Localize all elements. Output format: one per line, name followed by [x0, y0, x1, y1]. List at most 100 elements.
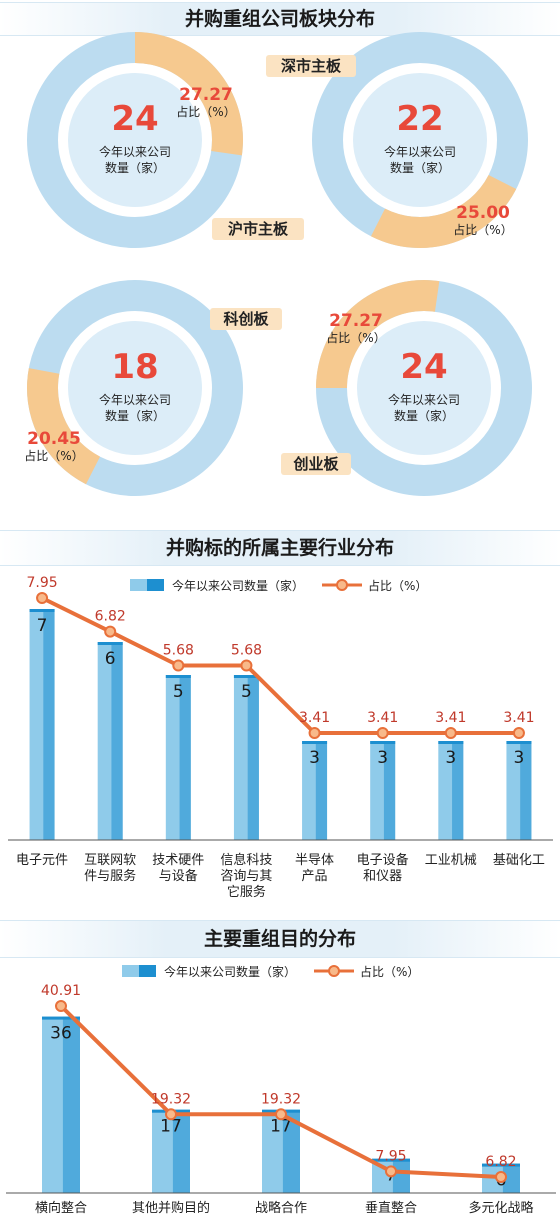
section-title-boards: 并购重组公司板块分布 — [0, 2, 560, 36]
chart-legend: 今年以来公司数量（家） 占比（%） — [130, 578, 427, 593]
line-value-label: 3.41 — [299, 710, 330, 726]
line-value-label: 5.68 — [231, 643, 262, 659]
donut-share-arc — [370, 174, 517, 249]
board-name: 沪市主板 — [228, 220, 289, 238]
line-value-label: 7.95 — [375, 1148, 406, 1164]
bar-shade — [62, 1016, 80, 1193]
bar-value-label: 36 — [50, 1024, 72, 1044]
bar-group: 3 — [506, 741, 532, 840]
bar-shade — [172, 1109, 190, 1193]
bar-cap — [29, 609, 55, 612]
board-name: 深市主板 — [281, 57, 342, 75]
donut-center — [68, 73, 202, 207]
donut-center — [357, 321, 491, 455]
board-share: 25.00 — [456, 203, 510, 223]
line-point — [512, 727, 525, 739]
count-label-line2: 数量（家） — [390, 160, 450, 175]
donut-share-arc — [135, 32, 243, 156]
category-label: 垂直整合 — [365, 1201, 417, 1215]
line-value-label: 3.41 — [435, 710, 466, 726]
bar-value-label: 17 — [160, 1117, 182, 1137]
line-point — [308, 727, 321, 739]
line-point — [165, 1108, 177, 1121]
bar-value-label: 3 — [514, 748, 525, 768]
line-point — [376, 727, 389, 739]
line-value-label: 6.82 — [485, 1154, 516, 1170]
bar-cap — [302, 741, 328, 744]
count-label-line1: 今年以来公司 — [99, 144, 171, 159]
bar-cap — [233, 675, 259, 678]
line-value-label: 5.68 — [163, 643, 194, 659]
legend-bar-swatch-shade — [147, 579, 164, 591]
bar-shade — [383, 741, 396, 840]
bar-group: 3 — [438, 741, 464, 840]
bar-shade — [111, 642, 123, 840]
board-count: 18 — [111, 347, 158, 387]
bar-value-label: 3 — [309, 748, 320, 768]
bar-group: 5 — [233, 675, 259, 840]
line-value-label: 3.41 — [503, 710, 534, 726]
line-value-label: 3.41 — [367, 710, 398, 726]
line-point — [240, 659, 253, 672]
legend-line-marker — [328, 965, 340, 977]
donut-share-arc — [26, 368, 101, 485]
bar-value-label: 3 — [445, 748, 456, 768]
legend-line-marker — [336, 579, 348, 591]
category-label: 多元化战略 — [468, 1200, 533, 1215]
bar-cap — [42, 1016, 80, 1020]
bar-value-label: 6 — [105, 649, 116, 669]
board-count: 24 — [400, 347, 447, 387]
bar-cap — [97, 642, 123, 645]
donut-center — [68, 321, 202, 455]
board-name: 创业板 — [292, 455, 339, 473]
donut-center — [353, 73, 487, 207]
bar-value-label: 7 — [37, 616, 48, 636]
category-label: 工业机械 — [425, 853, 477, 868]
line-point — [275, 1108, 287, 1121]
line-point — [444, 727, 457, 739]
bar-shade — [315, 741, 328, 840]
bar-shade — [247, 675, 259, 840]
bar-group: 17 — [262, 1109, 300, 1193]
category-label: 电子设备 — [357, 852, 409, 868]
board-name: 科创板 — [223, 310, 269, 328]
bar-group: 5 — [165, 675, 191, 840]
line-value-label: 19.32 — [151, 1091, 191, 1107]
board-share: 27.27 — [179, 85, 233, 105]
count-label-line1: 今年以来公司 — [99, 392, 171, 407]
legend-bar-label: 今年以来公司数量（家） — [172, 578, 304, 593]
legend-bar-label: 今年以来公司数量（家） — [164, 964, 296, 979]
bar-value-label: 5 — [241, 682, 252, 702]
bar-group: 3 — [370, 741, 396, 840]
share-label: 占比（%） — [326, 330, 385, 345]
bar-shade — [520, 741, 532, 840]
category-label: 件与服务 — [84, 868, 136, 884]
bar-group: 6 — [97, 642, 123, 840]
bar-cap — [438, 741, 464, 744]
chart-legend: 今年以来公司数量（家） 占比（%） — [122, 964, 419, 979]
bar-cap — [372, 1158, 410, 1162]
line-point — [36, 592, 49, 604]
bar-shade — [43, 609, 55, 840]
category-label: 战略合作 — [255, 1200, 307, 1215]
line-point — [495, 1171, 507, 1183]
board-tag — [212, 218, 304, 240]
share-label: 占比（%） — [453, 222, 512, 237]
category-label: 半导体 — [295, 853, 334, 868]
bar-shade — [452, 741, 464, 840]
industry-chart: 今年以来公司数量（家） 占比（%） 7 6 5 5 3 3 3 3 7.95 6.82 5.68 5.68… — [8, 575, 553, 900]
legend-bar-swatch-shade — [139, 965, 156, 977]
legend-line-label: 占比（%） — [368, 578, 427, 593]
category-label: 其他并购目的 — [132, 1200, 210, 1215]
legend-line-label: 占比（%） — [360, 964, 419, 979]
section-title-purpose: 主要重组目的分布 — [0, 920, 560, 958]
count-label-line2: 数量（家） — [105, 160, 165, 175]
line-point — [104, 625, 117, 638]
bar-shade — [282, 1109, 300, 1193]
count-label-line1: 今年以来公司 — [388, 392, 460, 407]
board-count: 22 — [396, 99, 443, 139]
count-label-line2: 数量（家） — [394, 408, 454, 423]
